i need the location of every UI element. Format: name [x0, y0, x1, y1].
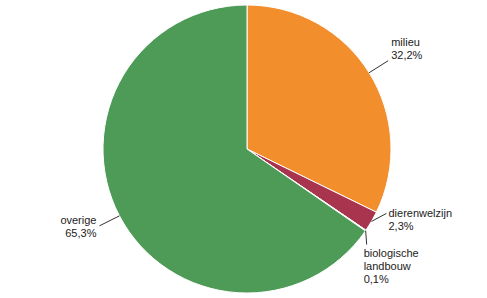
leader-line [366, 231, 367, 245]
value-label: 32,2% [391, 49, 422, 61]
leader-line [369, 61, 388, 73]
pie [103, 5, 391, 293]
slice-label: milieu [391, 36, 420, 48]
leader-line [99, 216, 119, 226]
value-label: 0,1% [364, 273, 389, 285]
labels: milieu32,2% dierenwelzijn2,3% biologischel… [60, 36, 452, 285]
slice-label: biologischelandbouw [364, 247, 419, 272]
slice [103, 5, 365, 293]
value-label: 65,3% [65, 227, 96, 239]
slice-label: overige [60, 214, 96, 226]
leader-line [371, 213, 386, 221]
value-label: 2,3% [388, 220, 413, 232]
slice-label: dierenwelzijn [388, 207, 452, 219]
chart: milieu32,2% dierenwelzijn2,3% biologischel… [0, 0, 487, 298]
